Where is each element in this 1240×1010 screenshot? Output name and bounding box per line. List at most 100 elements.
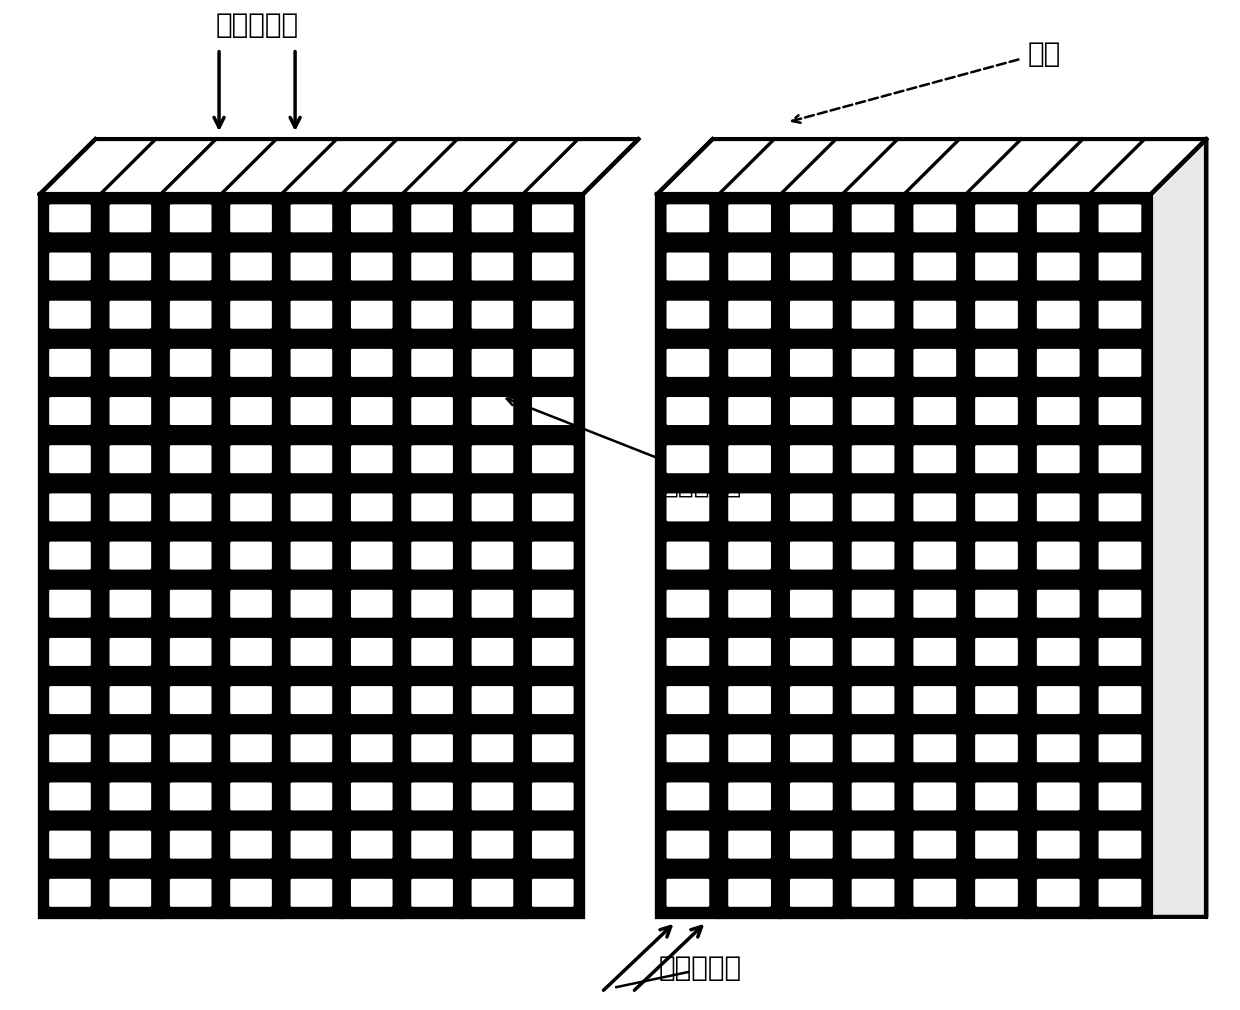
FancyBboxPatch shape (1037, 878, 1080, 908)
FancyBboxPatch shape (913, 300, 957, 329)
FancyBboxPatch shape (666, 733, 711, 764)
FancyBboxPatch shape (350, 733, 393, 764)
FancyBboxPatch shape (851, 782, 895, 811)
FancyBboxPatch shape (975, 251, 1019, 282)
FancyBboxPatch shape (229, 782, 273, 811)
Bar (40, 194, 583, 917)
FancyBboxPatch shape (410, 733, 454, 764)
FancyBboxPatch shape (1097, 733, 1142, 764)
FancyBboxPatch shape (109, 348, 153, 378)
FancyBboxPatch shape (728, 251, 771, 282)
FancyBboxPatch shape (1097, 396, 1142, 426)
FancyBboxPatch shape (229, 493, 273, 522)
FancyBboxPatch shape (975, 733, 1019, 764)
FancyBboxPatch shape (531, 637, 574, 667)
FancyBboxPatch shape (471, 782, 515, 811)
FancyBboxPatch shape (229, 589, 273, 618)
FancyBboxPatch shape (109, 782, 153, 811)
FancyBboxPatch shape (109, 444, 153, 474)
FancyBboxPatch shape (1097, 637, 1142, 667)
FancyBboxPatch shape (48, 589, 92, 618)
FancyBboxPatch shape (1037, 589, 1080, 618)
FancyBboxPatch shape (1037, 396, 1080, 426)
FancyBboxPatch shape (1037, 733, 1080, 764)
FancyBboxPatch shape (350, 589, 393, 618)
FancyBboxPatch shape (666, 203, 711, 233)
FancyBboxPatch shape (975, 540, 1019, 571)
FancyBboxPatch shape (410, 444, 454, 474)
FancyBboxPatch shape (48, 637, 92, 667)
FancyBboxPatch shape (410, 637, 454, 667)
FancyBboxPatch shape (666, 782, 711, 811)
FancyBboxPatch shape (290, 589, 334, 618)
FancyBboxPatch shape (728, 203, 771, 233)
FancyBboxPatch shape (789, 444, 833, 474)
FancyBboxPatch shape (851, 444, 895, 474)
FancyBboxPatch shape (169, 251, 212, 282)
FancyBboxPatch shape (410, 830, 454, 860)
FancyBboxPatch shape (410, 396, 454, 426)
FancyBboxPatch shape (531, 203, 574, 233)
FancyBboxPatch shape (666, 637, 711, 667)
FancyBboxPatch shape (789, 251, 833, 282)
Text: 扁管: 扁管 (1028, 39, 1060, 68)
FancyBboxPatch shape (229, 685, 273, 715)
FancyBboxPatch shape (851, 733, 895, 764)
FancyBboxPatch shape (48, 203, 92, 233)
FancyBboxPatch shape (290, 251, 334, 282)
FancyBboxPatch shape (229, 396, 273, 426)
FancyBboxPatch shape (229, 733, 273, 764)
FancyBboxPatch shape (471, 878, 515, 908)
FancyBboxPatch shape (48, 348, 92, 378)
FancyBboxPatch shape (531, 685, 574, 715)
FancyBboxPatch shape (531, 878, 574, 908)
FancyBboxPatch shape (531, 733, 574, 764)
Bar (657, 194, 1151, 917)
FancyBboxPatch shape (913, 830, 957, 860)
FancyBboxPatch shape (229, 444, 273, 474)
FancyBboxPatch shape (1097, 685, 1142, 715)
Polygon shape (40, 139, 639, 194)
FancyBboxPatch shape (851, 878, 895, 908)
FancyBboxPatch shape (1097, 203, 1142, 233)
FancyBboxPatch shape (471, 203, 515, 233)
FancyBboxPatch shape (169, 782, 212, 811)
FancyBboxPatch shape (48, 540, 92, 571)
FancyBboxPatch shape (471, 589, 515, 618)
FancyBboxPatch shape (410, 251, 454, 282)
FancyBboxPatch shape (471, 540, 515, 571)
FancyBboxPatch shape (290, 396, 334, 426)
FancyBboxPatch shape (290, 637, 334, 667)
FancyBboxPatch shape (531, 493, 574, 522)
Text: 冷空气流向: 冷空气流向 (658, 954, 742, 982)
FancyBboxPatch shape (109, 396, 153, 426)
FancyBboxPatch shape (1037, 348, 1080, 378)
FancyBboxPatch shape (169, 878, 212, 908)
FancyBboxPatch shape (789, 540, 833, 571)
FancyBboxPatch shape (531, 830, 574, 860)
FancyBboxPatch shape (229, 830, 273, 860)
FancyBboxPatch shape (728, 300, 771, 329)
FancyBboxPatch shape (350, 540, 393, 571)
FancyBboxPatch shape (169, 348, 212, 378)
FancyBboxPatch shape (666, 830, 711, 860)
FancyBboxPatch shape (666, 444, 711, 474)
FancyBboxPatch shape (1037, 251, 1080, 282)
FancyBboxPatch shape (471, 348, 515, 378)
FancyBboxPatch shape (471, 830, 515, 860)
FancyBboxPatch shape (229, 637, 273, 667)
FancyBboxPatch shape (229, 348, 273, 378)
Bar (40, 194, 583, 917)
FancyBboxPatch shape (975, 878, 1019, 908)
FancyBboxPatch shape (169, 396, 212, 426)
FancyBboxPatch shape (471, 685, 515, 715)
FancyBboxPatch shape (290, 300, 334, 329)
FancyBboxPatch shape (48, 251, 92, 282)
FancyBboxPatch shape (471, 251, 515, 282)
FancyBboxPatch shape (728, 396, 771, 426)
FancyBboxPatch shape (410, 300, 454, 329)
FancyBboxPatch shape (913, 540, 957, 571)
FancyBboxPatch shape (975, 493, 1019, 522)
FancyBboxPatch shape (290, 444, 334, 474)
FancyBboxPatch shape (975, 396, 1019, 426)
